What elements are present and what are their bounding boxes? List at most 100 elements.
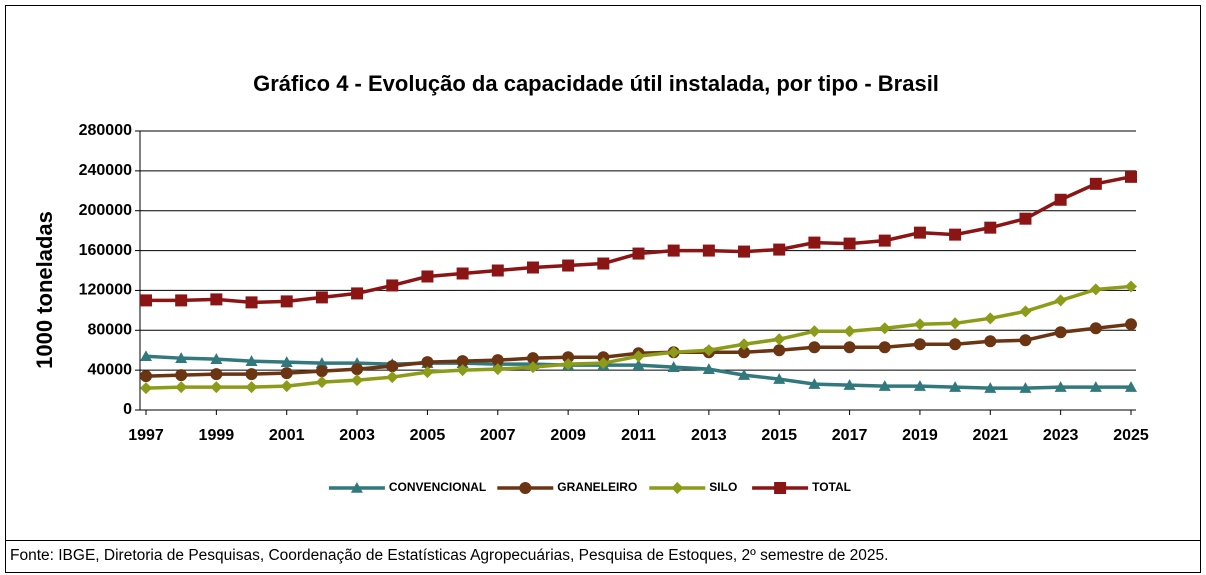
marker	[315, 357, 328, 368]
marker	[456, 355, 469, 368]
y-tick-label: 240000	[79, 162, 132, 179]
marker	[175, 381, 188, 394]
marker	[491, 354, 504, 367]
y-tick-label: 200000	[79, 202, 132, 219]
marker	[984, 221, 997, 234]
marker	[632, 359, 645, 370]
legend-label: TOTAL	[812, 480, 851, 494]
marker	[843, 325, 856, 338]
x-tick-label: 2015	[761, 427, 797, 444]
marker	[315, 376, 328, 389]
x-tick-label: 2003	[339, 427, 375, 444]
marker	[526, 261, 539, 274]
x-tick-label: 2017	[832, 427, 868, 444]
marker	[1019, 382, 1032, 393]
marker	[386, 279, 399, 292]
legend-marker	[671, 482, 684, 494]
marker	[1089, 381, 1102, 392]
legend-item: GRANELEIRO	[497, 480, 637, 494]
marker	[456, 267, 469, 280]
marker	[491, 264, 504, 277]
marker	[949, 338, 962, 351]
marker	[738, 369, 751, 380]
marker	[773, 373, 786, 384]
marker	[949, 317, 962, 330]
y-tick-label: 120000	[79, 282, 132, 299]
marker	[878, 341, 891, 354]
y-axis-label: 1000 toneladas	[32, 211, 57, 369]
x-tick-label: 2025	[1113, 427, 1149, 444]
marker	[913, 338, 926, 351]
marker	[421, 356, 434, 369]
legend-label: SILO	[709, 480, 737, 494]
marker	[245, 381, 258, 394]
marker	[667, 361, 680, 372]
marker	[315, 291, 328, 304]
legend-item: SILO	[649, 480, 737, 494]
marker	[632, 350, 645, 363]
marker	[175, 369, 188, 382]
marker	[421, 366, 434, 379]
marker	[738, 245, 751, 258]
marker	[421, 270, 434, 283]
marker	[1019, 212, 1032, 225]
marker	[738, 346, 751, 359]
marker	[245, 296, 258, 309]
marker	[386, 360, 399, 373]
marker	[280, 295, 293, 308]
marker	[526, 361, 539, 374]
marker	[315, 365, 328, 378]
y-tick-label: 40000	[88, 361, 133, 378]
marker	[667, 346, 680, 359]
marker	[280, 367, 293, 380]
marker	[1089, 283, 1102, 296]
marker	[140, 370, 152, 383]
x-tick-label: 2021	[972, 427, 1008, 444]
marker	[773, 243, 786, 256]
marker	[878, 380, 891, 391]
marker	[1054, 294, 1067, 307]
marker	[597, 257, 610, 270]
marker	[210, 353, 223, 364]
legend-marker	[350, 482, 363, 493]
marker	[1125, 318, 1137, 331]
legend-label: GRANELEIRO	[557, 480, 637, 494]
marker	[1054, 326, 1067, 339]
marker	[245, 355, 258, 366]
series	[140, 170, 1137, 309]
marker	[351, 287, 364, 300]
marker	[1089, 177, 1102, 190]
marker	[667, 244, 680, 257]
footer: Fonte: IBGE, Diretoria de Pesquisas, Coo…	[10, 547, 888, 564]
y-tick-label: 160000	[79, 242, 132, 259]
legend-label: CONVENCIONAL	[389, 480, 486, 494]
marker	[808, 325, 821, 338]
x-tick-label: 2013	[691, 427, 727, 444]
marker	[140, 294, 152, 307]
marker	[1089, 322, 1102, 335]
y-tick-label: 0	[123, 401, 132, 418]
marker	[878, 322, 891, 335]
marker	[245, 368, 258, 381]
marker	[702, 244, 715, 257]
y-tick-label: 80000	[88, 322, 133, 339]
marker	[738, 338, 751, 351]
x-tick-label: 2005	[410, 427, 446, 444]
legend-item: CONVENCIONAL	[328, 480, 486, 494]
marker	[1054, 193, 1067, 206]
marker	[913, 380, 926, 391]
marker	[913, 226, 926, 239]
marker	[702, 344, 715, 357]
marker	[456, 364, 469, 377]
marker	[843, 341, 856, 354]
marker	[808, 378, 821, 389]
marker	[1054, 381, 1067, 392]
marker	[210, 293, 223, 306]
marker	[1125, 280, 1137, 293]
legend-item: TOTAL	[752, 480, 851, 494]
marker	[984, 382, 997, 393]
y-tick-label: 280000	[79, 122, 132, 139]
marker	[562, 259, 575, 272]
